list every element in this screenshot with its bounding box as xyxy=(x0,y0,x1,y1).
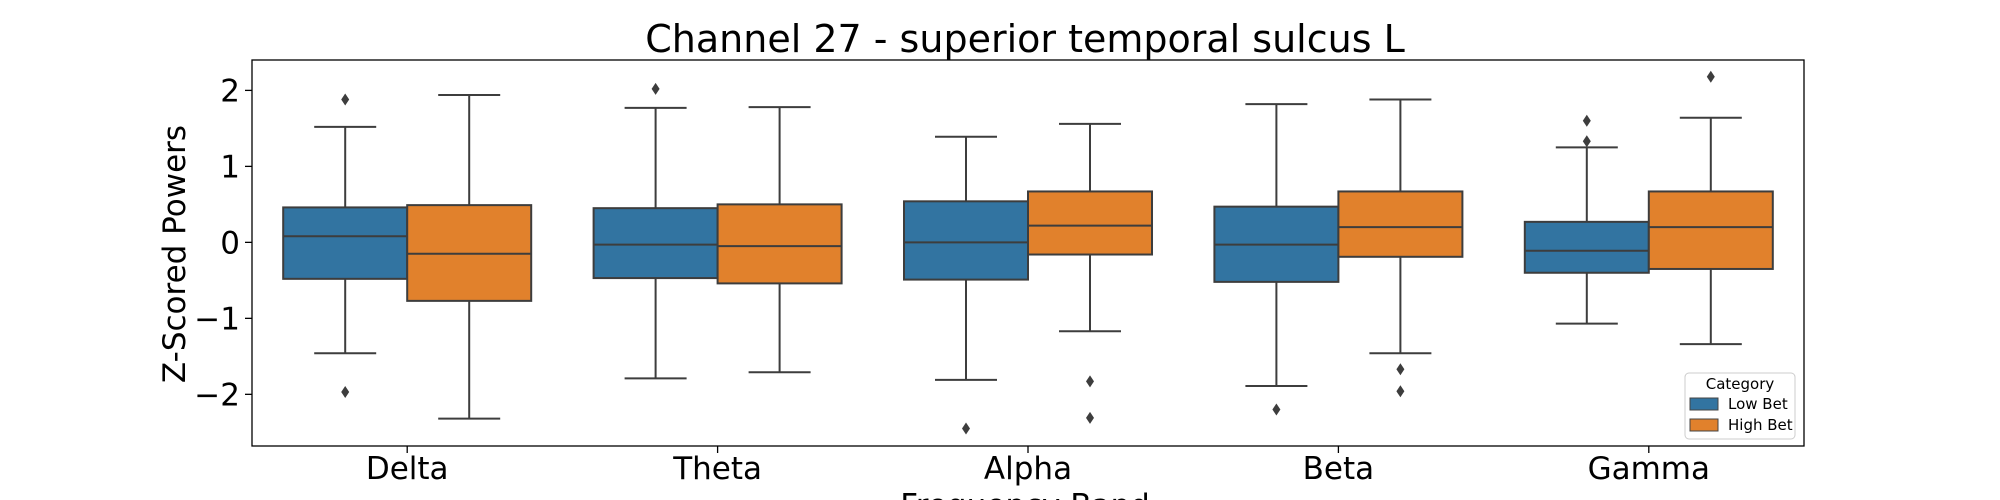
x-tick-label: Beta xyxy=(1303,451,1375,487)
outlier-point xyxy=(1582,114,1591,127)
legend: Category Low Bet High Bet xyxy=(1684,372,1796,440)
legend-swatch-low-bet xyxy=(1689,397,1719,411)
legend-label-low-bet: Low Bet xyxy=(1728,395,1788,413)
outlier-point xyxy=(1086,411,1094,424)
outlier-point xyxy=(341,93,350,106)
outlier-point xyxy=(1396,385,1405,398)
outlier-point xyxy=(1706,70,1715,83)
outlier-point xyxy=(1396,363,1405,376)
legend-title: Category xyxy=(1706,375,1775,393)
box-low-bet xyxy=(282,206,409,280)
outlier-point xyxy=(1272,403,1281,416)
x-tick-label: Gamma xyxy=(1588,451,1710,487)
plot-area: 2 1 0 −1 −2 Delta Theta Alpha Beta Gamma xyxy=(194,59,1805,487)
outlier-point xyxy=(1582,135,1591,148)
x-tick-label: Delta xyxy=(366,451,449,487)
y-tick-label: 2 xyxy=(220,73,240,109)
box-low-bet xyxy=(903,200,1029,281)
outlier-point xyxy=(1086,375,1094,388)
y-tick-label: 0 xyxy=(220,225,240,261)
y-axis-label: Z-Scored Powers xyxy=(157,125,193,383)
chart-title: Channel 27 - superior temporal sulcus L xyxy=(645,17,1405,61)
x-tick-label: Theta xyxy=(672,451,762,487)
x-axis-label: Frequency Band xyxy=(900,488,1150,500)
outlier-point xyxy=(651,82,660,95)
box-high-bet xyxy=(1337,190,1464,258)
box-low-bet xyxy=(1523,220,1650,274)
outlier-point xyxy=(341,386,350,399)
legend-swatch-high-bet xyxy=(1689,418,1719,432)
y-tick-label: 1 xyxy=(220,149,240,185)
outlier-point xyxy=(962,422,970,435)
legend-label-high-bet: High Bet xyxy=(1728,416,1793,434)
y-tick-label: −1 xyxy=(194,301,240,337)
box-high-bet xyxy=(1647,190,1774,270)
y-tick-label: −2 xyxy=(194,377,240,413)
box-high-bet xyxy=(1027,190,1153,256)
x-tick-label: Alpha xyxy=(984,451,1072,487)
box-low-bet xyxy=(592,207,719,280)
box-high-bet xyxy=(716,203,843,285)
